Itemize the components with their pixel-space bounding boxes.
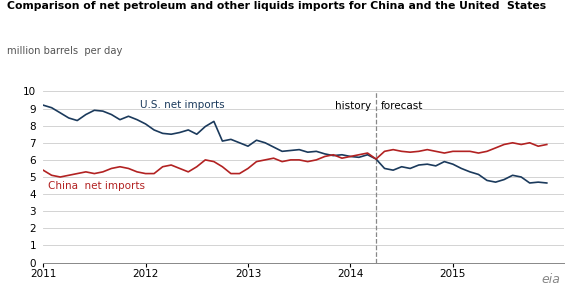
Text: Comparison of net petroleum and other liquids imports for China and the United  : Comparison of net petroleum and other li…	[7, 1, 546, 12]
Text: eia: eia	[542, 273, 561, 286]
Text: forecast: forecast	[381, 101, 424, 111]
Text: history: history	[335, 101, 371, 111]
Text: million barrels  per day: million barrels per day	[7, 46, 122, 56]
Text: U.S. net imports: U.S. net imports	[140, 100, 225, 110]
Text: China  net imports: China net imports	[48, 181, 145, 191]
